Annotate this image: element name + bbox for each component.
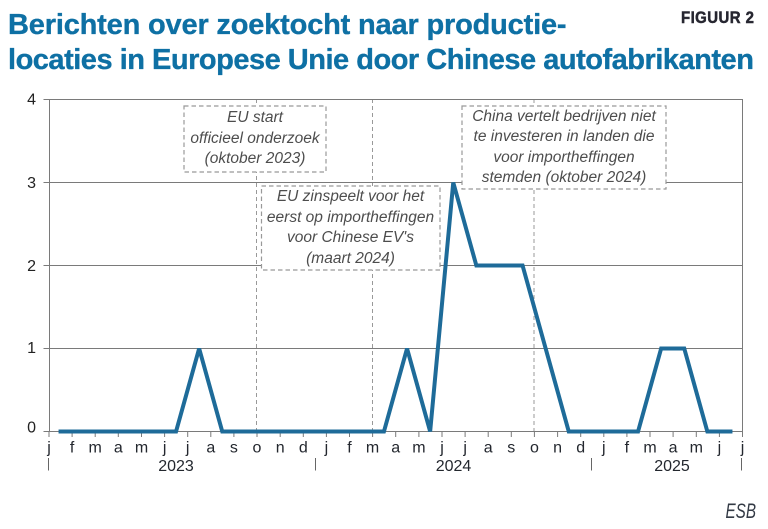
svg-text:4: 4: [27, 91, 36, 108]
svg-text:f: f: [70, 440, 75, 457]
svg-text:j: j: [601, 440, 606, 457]
svg-text:m: m: [89, 440, 102, 457]
svg-text:2025: 2025: [654, 458, 690, 475]
svg-text:d: d: [299, 440, 308, 457]
svg-text:2: 2: [27, 258, 36, 275]
svg-text:n: n: [276, 440, 285, 457]
svg-text:m: m: [690, 440, 703, 457]
svg-text:s: s: [507, 440, 515, 457]
svg-text:j: j: [717, 440, 722, 457]
svg-text:n: n: [553, 440, 562, 457]
svg-text:j: j: [740, 440, 745, 457]
svg-text:m: m: [412, 440, 425, 457]
svg-text:1: 1: [27, 340, 36, 357]
svg-text:o: o: [530, 440, 539, 457]
svg-text:s: s: [230, 440, 238, 457]
svg-text:o: o: [253, 440, 262, 457]
svg-text:j: j: [324, 440, 329, 457]
svg-text:2023: 2023: [158, 458, 194, 475]
svg-text:a: a: [206, 440, 215, 457]
svg-text:d: d: [576, 440, 585, 457]
svg-text:j: j: [462, 440, 467, 457]
svg-text:a: a: [484, 440, 493, 457]
svg-text:0: 0: [27, 419, 36, 436]
svg-text:j: j: [439, 440, 444, 457]
svg-text:m: m: [135, 440, 148, 457]
svg-text:m: m: [643, 440, 656, 457]
svg-text:j: j: [46, 440, 51, 457]
svg-text:a: a: [114, 440, 123, 457]
svg-text:a: a: [391, 440, 400, 457]
svg-text:j: j: [185, 440, 190, 457]
svg-text:a: a: [669, 440, 678, 457]
svg-text:f: f: [625, 440, 630, 457]
svg-text:2024: 2024: [436, 458, 472, 475]
svg-text:f: f: [347, 440, 352, 457]
svg-text:m: m: [366, 440, 379, 457]
svg-text:j: j: [162, 440, 167, 457]
svg-text:3: 3: [27, 175, 36, 192]
